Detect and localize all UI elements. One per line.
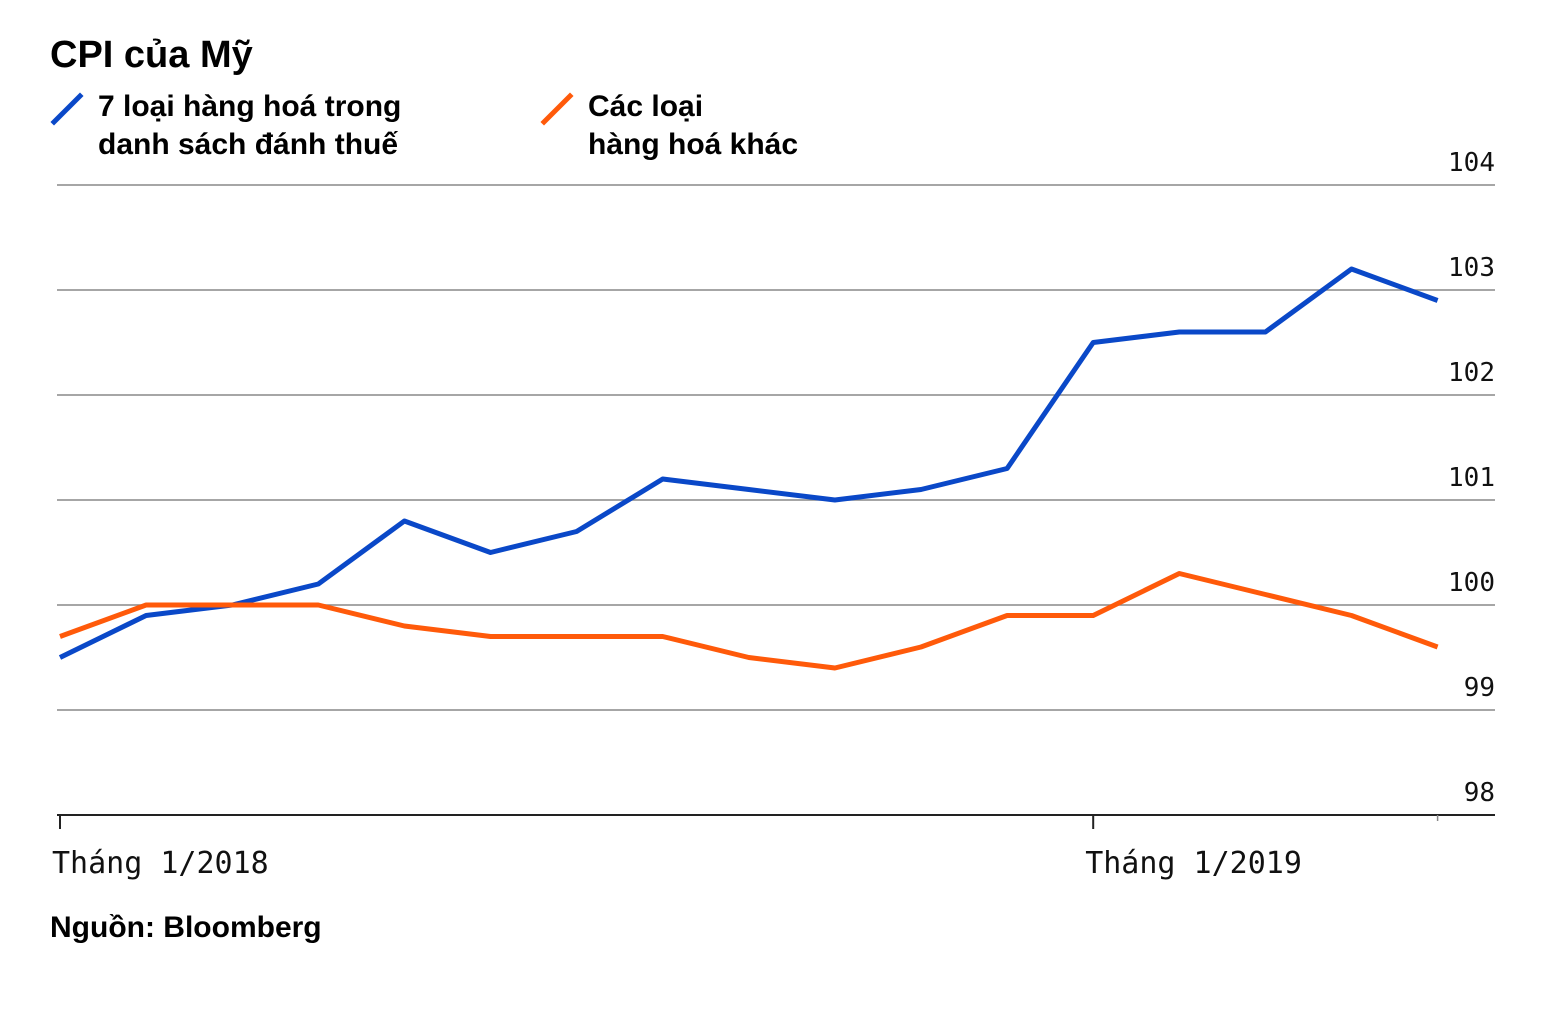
y-tick-label: 101 (1448, 463, 1495, 493)
y-tick-label: 103 (1448, 253, 1495, 283)
y-tick-label: 99 (1464, 673, 1495, 703)
legend-swatch-taxed-goods (50, 92, 84, 126)
y-tick-label: 104 (1448, 148, 1495, 178)
legend-label-line: hàng hoá khác (588, 128, 799, 161)
source-note: Nguồn: Bloomberg (50, 911, 322, 944)
legend-label-taxed-goods: 7 loại hàng hoá trong danh sách đánh thu… (98, 88, 401, 164)
legend-swatch-other-goods (540, 92, 574, 126)
series-line-other-goods (59, 571, 1439, 671)
legend-label-line: danh sách đánh thuế (98, 128, 399, 161)
y-tick-label: 98 (1464, 778, 1495, 808)
legend-label-line: 7 loại hàng hoá trong (98, 90, 402, 123)
series-line-taxed-goods (58, 266, 1439, 660)
legend-label-line: Các loại (588, 90, 704, 123)
x-tick-label: Tháng 1/2019 (1085, 846, 1302, 881)
legend-label-other-goods: Các loại hàng hoá khác (588, 88, 798, 164)
y-tick-label: 102 (1448, 358, 1495, 388)
y-tick-label: 100 (1448, 568, 1495, 598)
chart-title: CPI của Mỹ (50, 34, 253, 76)
x-tick-label: Tháng 1/2018 (52, 846, 269, 881)
